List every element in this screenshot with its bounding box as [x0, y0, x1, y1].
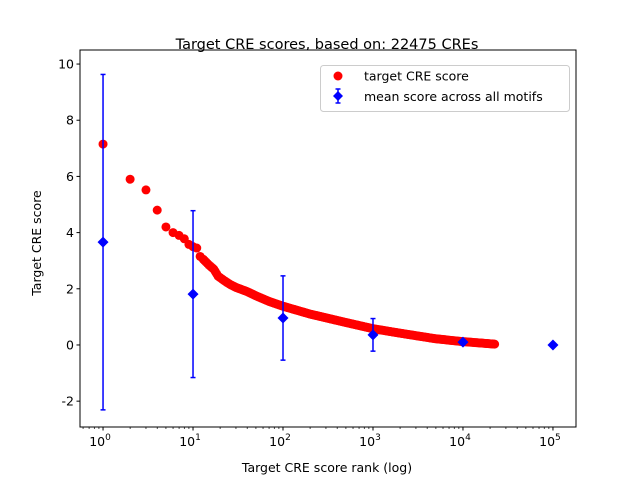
blue-diamond-point — [97, 236, 109, 248]
x-tick-exponent: 5 — [555, 433, 561, 443]
x-tick-exponent: 4 — [465, 433, 471, 443]
red-point — [242, 287, 252, 297]
red-point — [490, 339, 500, 349]
red-point — [209, 264, 219, 274]
x-tick-label: 101 — [179, 433, 201, 449]
x-tick-label: 105 — [539, 433, 561, 449]
y-tick-label: 10 — [58, 57, 74, 72]
plot-marks — [97, 73, 559, 411]
red-point — [198, 254, 208, 264]
x-tick-exponent: 3 — [375, 433, 381, 443]
red-point — [431, 334, 441, 344]
legend-entry-mean: mean score across all motifs — [364, 89, 543, 104]
red-point — [341, 317, 351, 327]
y-tick-label: 4 — [66, 225, 74, 240]
y-tick-label: 0 — [66, 337, 74, 352]
red-point — [192, 243, 202, 253]
x-tick-exponent: 1 — [195, 433, 201, 443]
y-tick-label: 6 — [66, 169, 74, 184]
blue-diamond-point — [367, 329, 379, 341]
red-point — [231, 282, 241, 292]
chart-title: Target CRE scores, based on: 22475 CREs — [175, 37, 479, 53]
y-tick-label: -2 — [62, 394, 74, 409]
blue-diamond-point — [277, 312, 289, 324]
x-tick-label: 104 — [449, 433, 471, 449]
red-point — [305, 309, 315, 319]
red-point — [251, 291, 261, 301]
y-tick-label: 2 — [66, 281, 74, 296]
x-axis-label: Target CRE score rank (log) — [241, 460, 412, 475]
blue-diamond-point — [187, 288, 199, 300]
red-point — [161, 222, 171, 232]
legend-box — [320, 65, 570, 112]
red-point — [219, 275, 229, 285]
legend-entry-target: target CRE score — [364, 69, 469, 84]
x-tick-label: 100 — [89, 433, 111, 449]
legend: target CRE score mean score across all m… — [320, 65, 570, 112]
x-tick-exponent: 0 — [105, 433, 111, 443]
x-tick-label: 102 — [269, 433, 291, 449]
red-point — [264, 296, 274, 306]
y-tick-label: 8 — [66, 113, 74, 128]
blue-diamond-point — [547, 339, 559, 351]
y-axis-label: Target CRE score — [29, 190, 44, 297]
red-point — [152, 205, 162, 215]
plot-frame — [79, 49, 577, 428]
red-point — [395, 328, 405, 338]
blue-diamond-point — [457, 336, 469, 348]
x-tick-exponent: 2 — [285, 433, 291, 443]
red-point — [125, 174, 135, 184]
x-tick-label: 103 — [359, 433, 381, 449]
legend-blue-diamond-marker — [333, 91, 343, 101]
legend-red-circle-marker — [333, 71, 343, 81]
red-point — [141, 185, 151, 195]
